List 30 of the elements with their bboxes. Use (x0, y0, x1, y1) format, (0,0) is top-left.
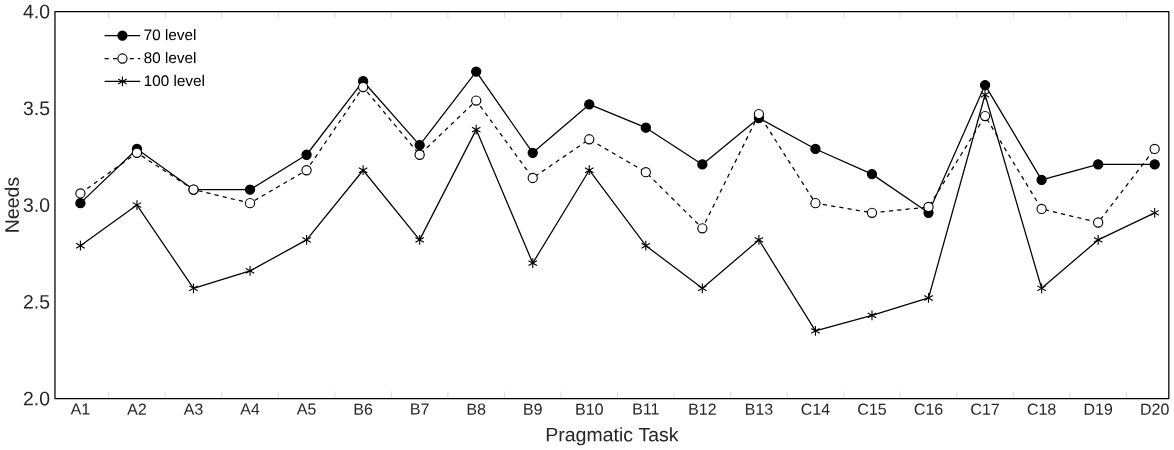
x-tick-label: A3 (183, 403, 203, 415)
x-tick-label: B9 (524, 403, 542, 415)
legend-label: 80 level (144, 51, 196, 64)
x-tick-label: D19 (1084, 403, 1113, 415)
y-tick-label: 3.0 (23, 198, 50, 212)
y-tick-label: 2.0 (23, 391, 50, 406)
y-tick-label: 2.5 (23, 294, 50, 309)
x-tick-label: C18 (1027, 403, 1056, 415)
x-tick-label: B13 (745, 403, 773, 415)
x-tick-label: C17 (971, 403, 999, 415)
x-tick-label: A5 (296, 403, 316, 415)
x-tick-label: B8 (467, 403, 486, 415)
y-tick-label: 3.5 (23, 101, 50, 116)
x-tick-label: B11 (633, 403, 659, 415)
y-tick-label: 4.0 (23, 4, 50, 19)
y-axis-title: Needs (4, 177, 19, 232)
x-tick-label: C16 (914, 403, 943, 415)
x-tick-label: D20 (1141, 403, 1169, 415)
x-tick-label: C14 (801, 403, 830, 415)
x-tick-label: B6 (354, 403, 373, 415)
x-tick-label: B12 (689, 403, 716, 415)
x-tick-label: A2 (127, 403, 146, 415)
x-axis-title: Pragmatic Task (546, 427, 679, 446)
x-tick-label: C15 (858, 403, 886, 415)
x-tick-label: A1 (70, 403, 90, 415)
legend-label: 70 level (144, 29, 196, 41)
x-tick-label: A4 (240, 403, 260, 415)
x-tick-label: B10 (576, 403, 603, 415)
x-tick-label: B7 (411, 403, 429, 415)
legend-label: 100 level (144, 74, 204, 87)
